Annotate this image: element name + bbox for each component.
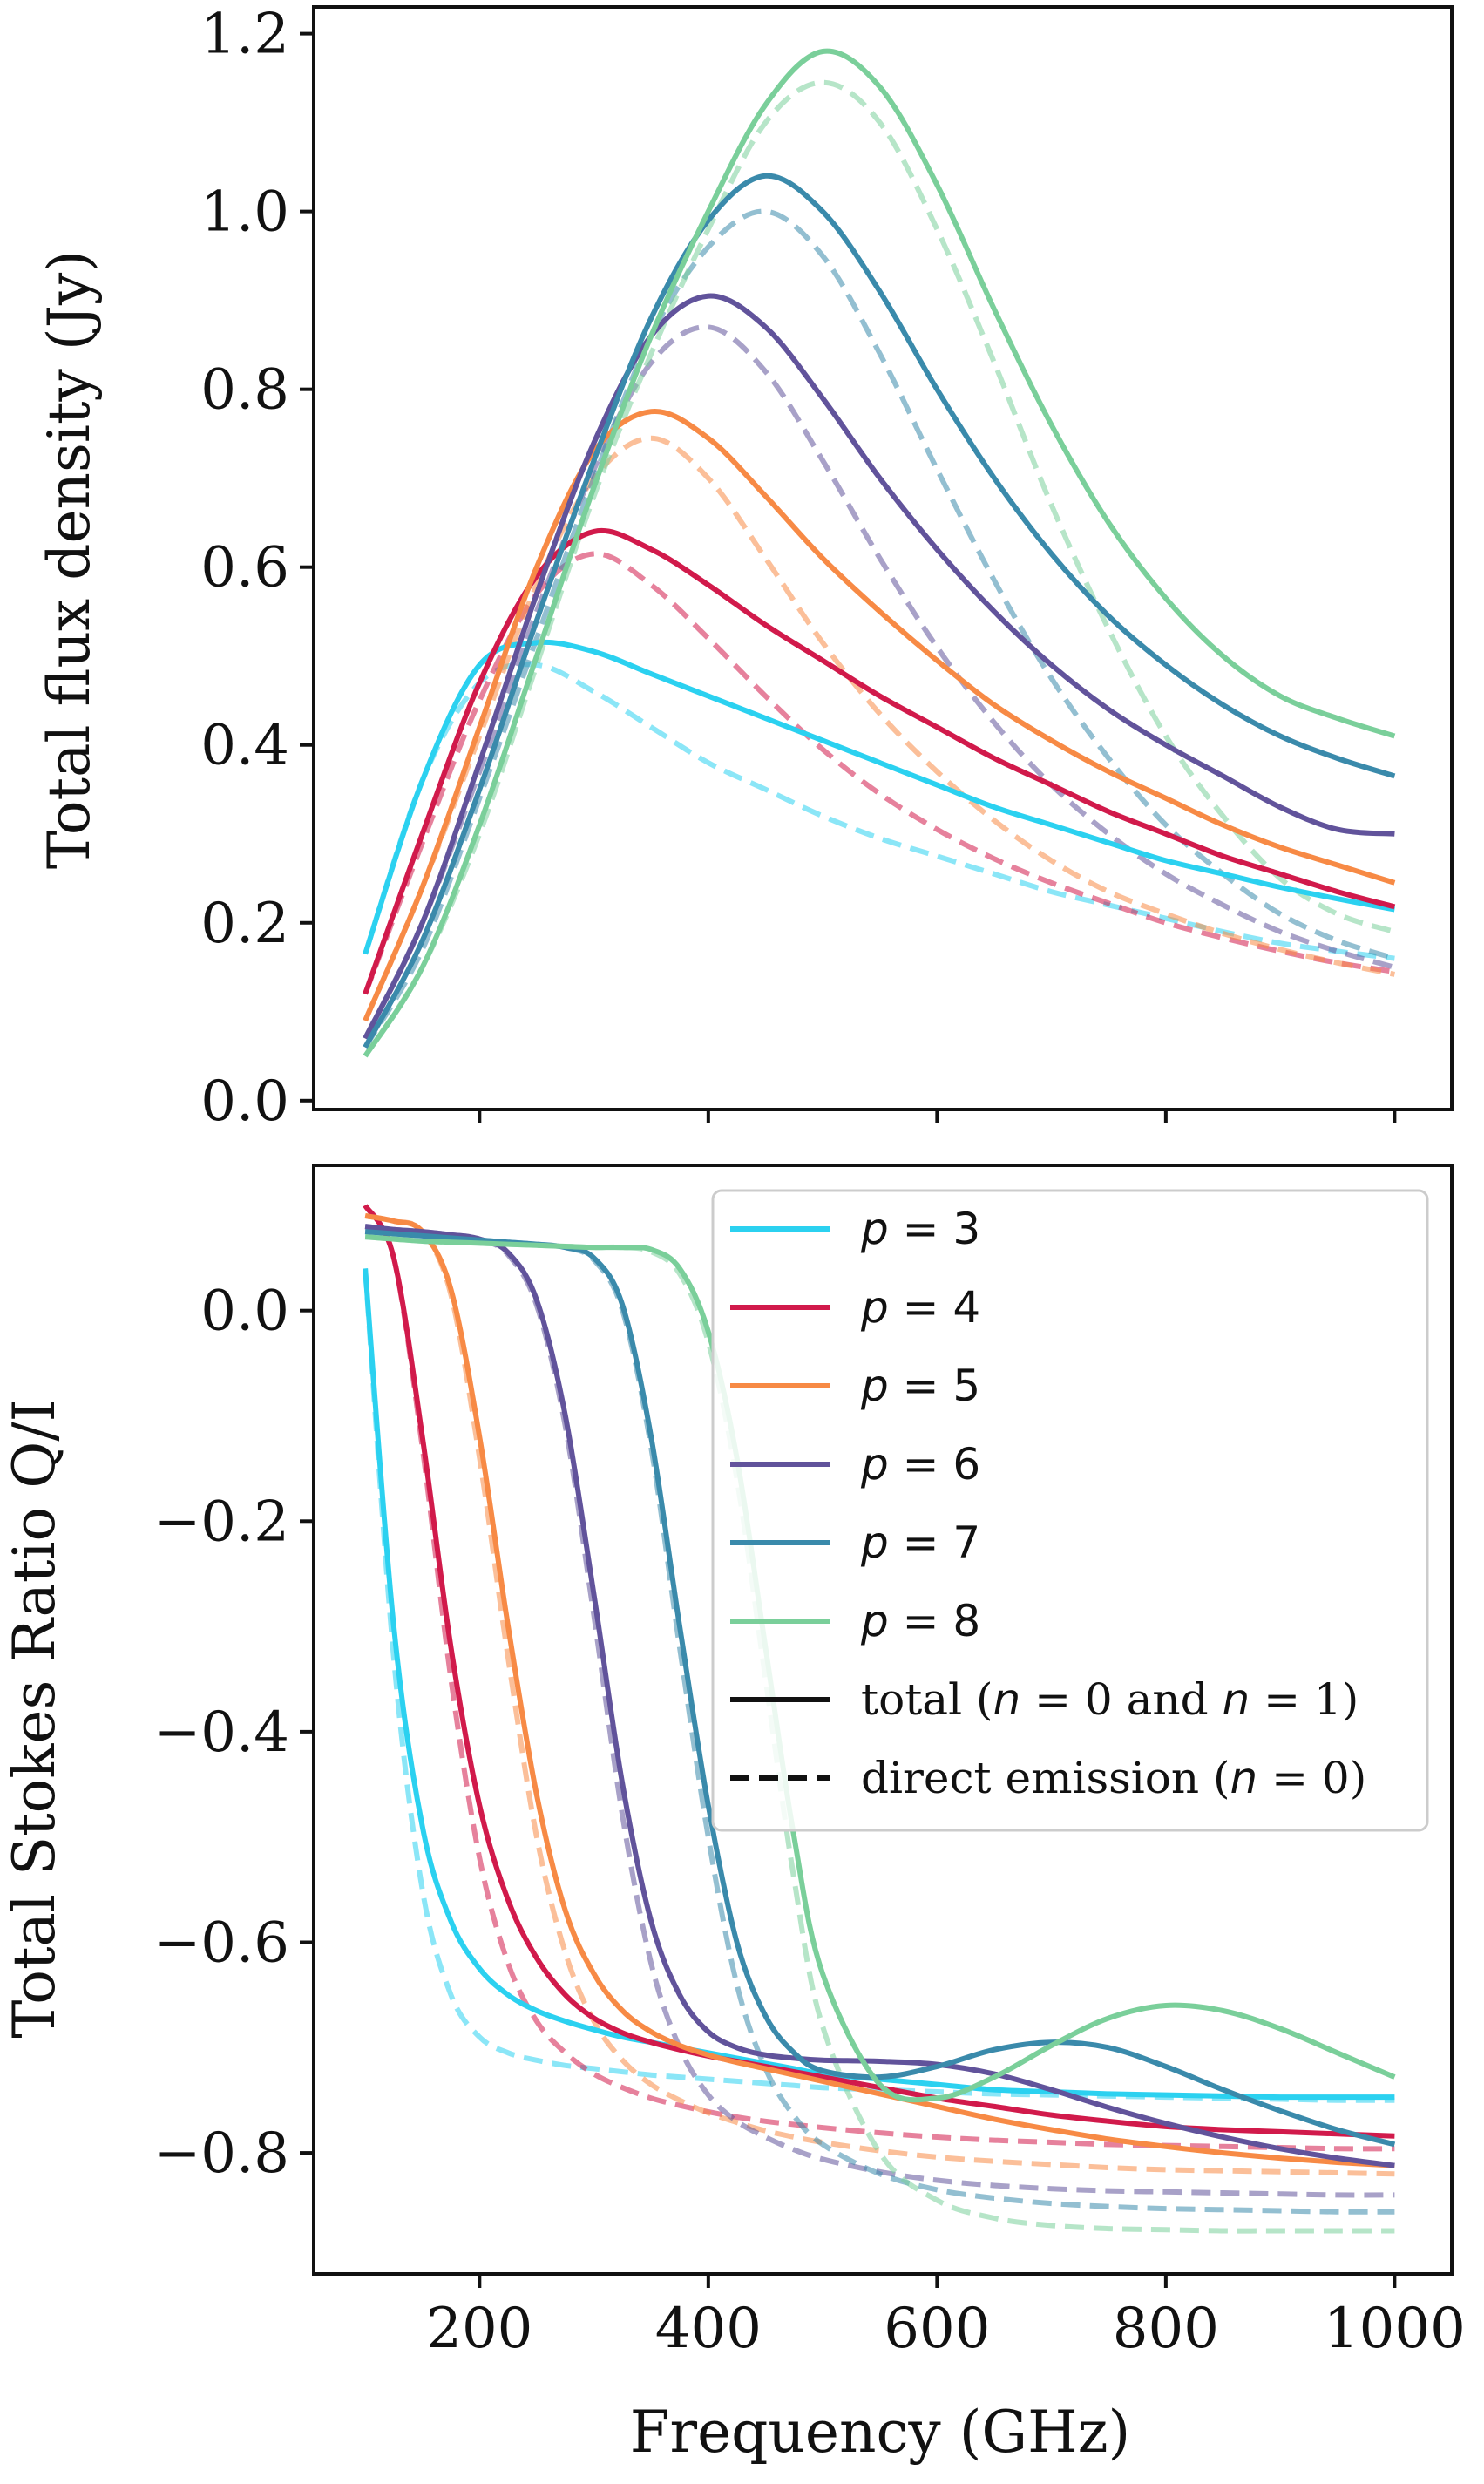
- flux-density-line-p-5-total: [363, 409, 1396, 1022]
- flux-density-y-axis-label: Total flux density (Jy): [36, 250, 103, 869]
- flux-density-y-tick-label: 0.0: [200, 1069, 289, 1134]
- stokes-ratio-x-tick-label: 400: [655, 2297, 762, 2361]
- flux-density-line-p-8-total: [363, 48, 1396, 1058]
- stokes-ratio-x-tick-label: 800: [1113, 2297, 1219, 2361]
- stokes-ratio-y-ticks: 0.0 −0.2 −0.4 −0.6 −0.8: [154, 1279, 314, 2186]
- stokes-ratio-y-tick-label: −0.6: [154, 1911, 289, 1975]
- flux-density-series: [363, 48, 1396, 1058]
- stokes-ratio-y-axis-label: Total Stokes Ratio Q/I: [1, 1399, 68, 2038]
- legend-label-dashed: direct emission (n = 0): [861, 1753, 1366, 1803]
- stokes-ratio-y-tick-label: 0.0: [200, 1279, 289, 1344]
- legend: p = 3 p = 4 p = 5 p = 6 p = 7 p = 8 total (n =…: [711, 1189, 1429, 1832]
- flux-density-line-p-5-direct: [363, 435, 1395, 1022]
- stokes-ratio-line-p-7-direct: [364, 1229, 1395, 2215]
- legend-label-p8: p = 8: [860, 1596, 980, 1646]
- flux-density-y-tick-label: 1.2: [200, 3, 289, 67]
- flux-density-plot-frame: [312, 5, 1454, 1111]
- flux-density-y-tick-label: 0.2: [200, 892, 289, 956]
- stokes-ratio-line-p-6-total: [364, 1224, 1395, 2168]
- stokes-ratio-panel: 0.0 −0.2 −0.4 −0.6 −0.8 200 400 600 800 1000 Tot…: [1, 1164, 1466, 2466]
- flux-density-y-tick-label: 0.4: [200, 714, 289, 778]
- stokes-ratio-line-p-8-direct: [364, 1234, 1395, 2234]
- flux-density-line-p-6-total: [363, 293, 1395, 1040]
- stokes-ratio-x-tick-label: 600: [884, 2297, 990, 2361]
- flux-density-y-tick-label: 0.6: [200, 536, 289, 601]
- stokes-ratio-x-tick-label: 1000: [1324, 2297, 1466, 2361]
- flux-density-line-p-8-direct: [363, 79, 1396, 1058]
- legend-label-p7: p = 7: [860, 1517, 980, 1568]
- legend-label-p5: p = 5: [860, 1361, 980, 1411]
- flux-density-panel: 0.0 0.2 0.4 0.6 0.8 1.0 1.2 Total flux density…: [36, 3, 1454, 1134]
- flux-density-y-tick-label: 0.8: [200, 358, 289, 423]
- legend-label-p3: p = 3: [860, 1204, 980, 1254]
- flux-density-y-ticks: 0.0 0.2 0.4 0.6 0.8 1.0 1.2: [200, 3, 314, 1134]
- flux-density-line-p-6-direct: [363, 324, 1396, 1040]
- flux-density-line-p-4-direct: [363, 551, 1395, 995]
- x-axis-label: Frequency (GHz): [630, 2399, 1131, 2466]
- legend-label-p6: p = 6: [860, 1439, 980, 1490]
- flux-density-y-tick-label: 1.0: [200, 180, 289, 245]
- flux-density-line-p-7-total: [363, 173, 1396, 1049]
- legend-frame: [711, 1189, 1429, 1832]
- legend-label-p4: p = 4: [860, 1282, 980, 1333]
- stokes-ratio-y-tick-label: −0.4: [154, 1700, 289, 1765]
- flux-density-line-p-4-total: [363, 527, 1396, 995]
- stokes-ratio-x-tick-label: 200: [426, 2297, 532, 2361]
- stokes-ratio-y-tick-label: −0.8: [154, 2121, 289, 2186]
- stokes-ratio-line-p-5-total: [364, 1213, 1395, 2168]
- stokes-ratio-line-p-5-direct: [364, 1213, 1395, 2177]
- stokes-ratio-x-ticks: 200 400 600 800 1000: [426, 2274, 1466, 2361]
- legend-label-solid: total (n = 0 and n = 1): [861, 1674, 1359, 1725]
- flux-density-x-ticks: [478, 1110, 1397, 1123]
- stokes-ratio-plot-frame: [312, 1164, 1454, 2276]
- stokes-ratio-y-tick-label: −0.2: [154, 1490, 289, 1554]
